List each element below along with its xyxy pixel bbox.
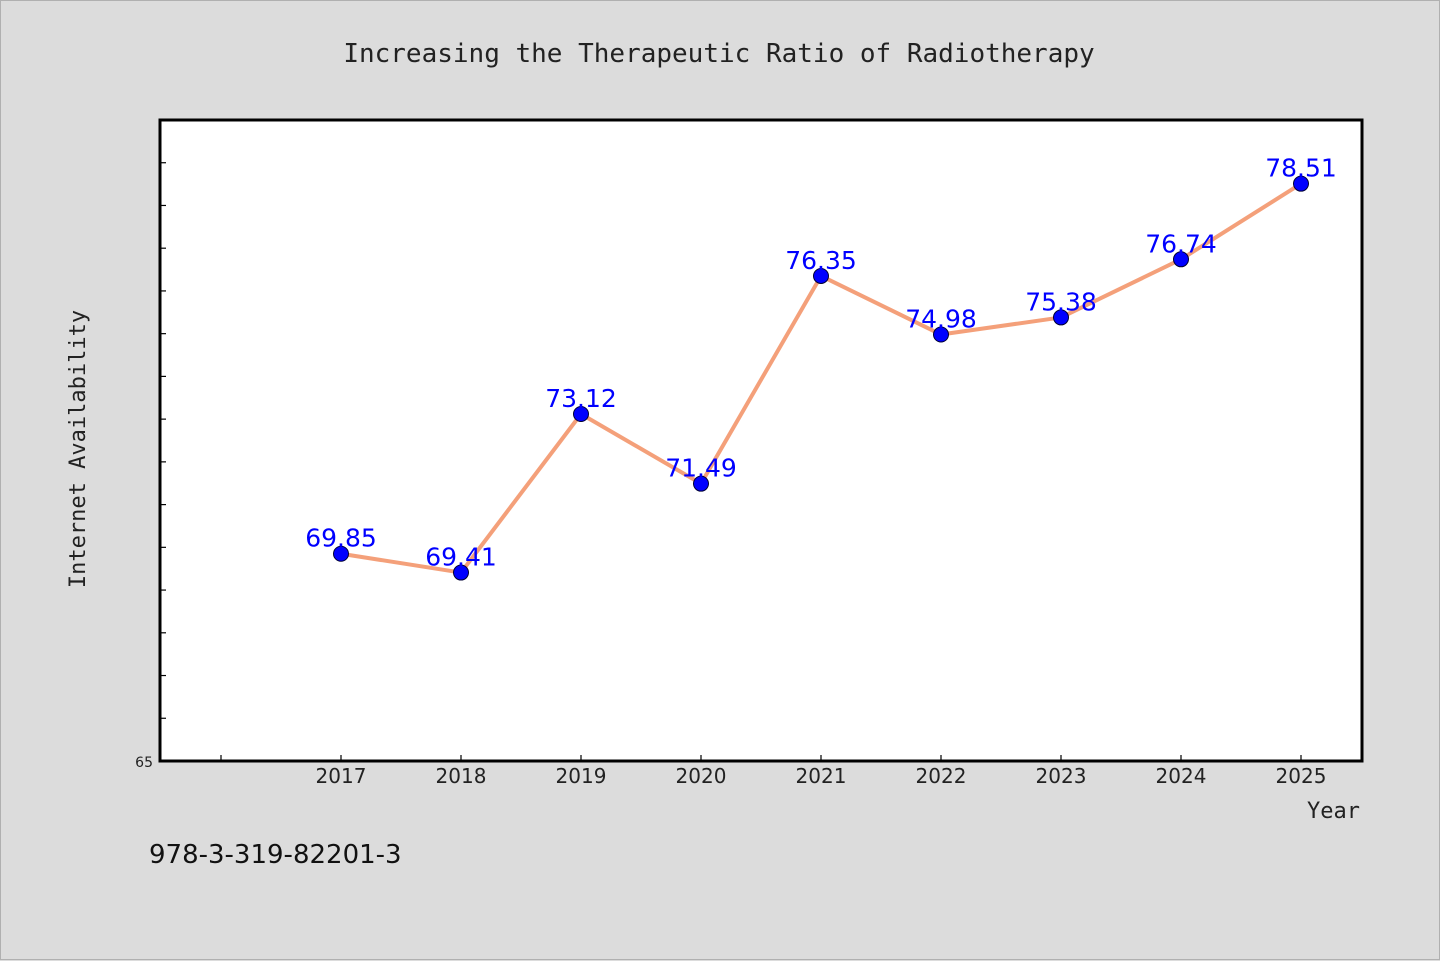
data-point [933,326,949,343]
data-point [1173,251,1189,268]
data-point [693,475,709,492]
plot-area [158,118,1364,763]
data-point [1053,309,1069,326]
data-point [453,564,469,581]
x-tick-label: 2018 [436,764,487,788]
x-tick-label: 2021 [796,764,847,788]
x-tick-label: 2022 [916,764,967,788]
data-label: 75.38 [1025,287,1097,316]
x-tick-label: 2019 [556,764,607,788]
data-labels: 69.85 69.41 73.12 71.49 76.35 74.98 75.38 76.74… [305,154,1337,572]
x-axis-label: Year [1307,799,1360,824]
footer-isbn: 978-3-319-82201-3 [149,840,402,870]
data-point [1293,175,1309,192]
data-label: 69.41 [425,543,497,572]
x-tick-label: 2024 [1156,764,1207,788]
chart-title: Increasing the Therapeutic Ratio of Radi… [343,39,1094,69]
y-tick-label: 65 [135,755,153,771]
data-point [813,267,829,284]
data-label: 69.85 [305,524,377,553]
data-label: 76.74 [1145,229,1217,258]
x-tick-label: 2023 [1036,764,1087,788]
data-label: 73.12 [545,384,617,413]
series-markers [333,175,1309,581]
data-point [573,406,589,423]
y-axis-ticks [160,162,166,719]
data-label: 71.49 [665,454,737,483]
x-axis-ticks [220,755,1302,761]
data-label: 76.35 [785,246,857,275]
x-tick-label: 2017 [316,764,367,788]
y-axis-label: Internet Availability [66,310,91,588]
data-label: 74.98 [905,305,977,334]
data-label: 78.51 [1265,154,1337,183]
x-tick-label: 2020 [676,764,727,788]
data-point [333,545,349,562]
x-tick-label: 2025 [1276,764,1327,788]
x-axis-tick-labels: 2017 2018 2019 2020 2021 2022 2023 2024 2025 [316,764,1327,788]
